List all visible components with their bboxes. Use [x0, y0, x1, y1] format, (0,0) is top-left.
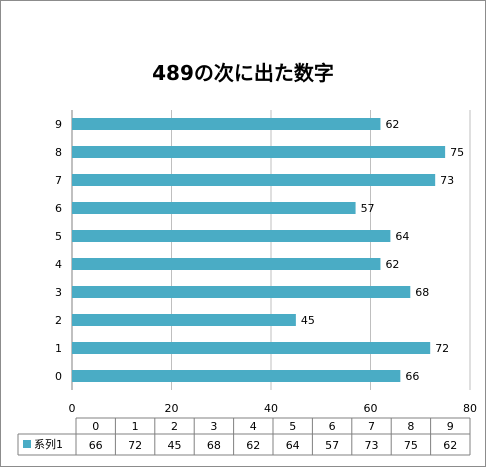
y-tick-label: 7	[55, 174, 62, 187]
y-tick-label: 8	[55, 146, 62, 159]
bar	[72, 146, 446, 158]
chart-title: 489の次に出た数字	[152, 61, 334, 85]
table-header-cell: 2	[171, 420, 178, 433]
data-label: 64	[395, 230, 409, 243]
y-tick-label: 0	[55, 370, 62, 383]
table-value-cell: 45	[168, 439, 182, 452]
table-header-cell: 6	[329, 420, 336, 433]
x-tick-label: 80	[463, 402, 477, 415]
table-value-cell: 66	[89, 439, 103, 452]
data-label: 57	[361, 202, 375, 215]
table-header-cell: 9	[447, 420, 454, 433]
bar	[72, 342, 431, 354]
bar	[72, 314, 296, 326]
table-header-cell: 3	[210, 420, 217, 433]
table-header-cell: 0	[92, 420, 99, 433]
data-labels: 66 72 45 68 62 64 57 73 75 62	[301, 118, 464, 383]
table-value-cell: 62	[443, 439, 457, 452]
data-label: 72	[435, 342, 449, 355]
bar	[72, 202, 356, 214]
y-tick-label: 5	[55, 230, 62, 243]
legend-series-name: 系列1	[34, 437, 63, 451]
y-tick-label: 3	[55, 286, 62, 299]
bar	[72, 174, 436, 186]
bar	[72, 370, 401, 382]
data-label: 45	[301, 314, 315, 327]
data-label: 73	[440, 174, 454, 187]
x-tick-label: 40	[264, 402, 278, 415]
y-tick-label: 2	[55, 314, 62, 327]
bar	[72, 230, 391, 242]
y-tick-label: 9	[55, 118, 62, 131]
table-header-cell: 5	[289, 420, 296, 433]
bars	[72, 118, 446, 382]
table-value-cell: 62	[246, 439, 260, 452]
table-value-cell: 64	[286, 439, 300, 452]
data-label: 68	[415, 286, 429, 299]
bar	[72, 258, 381, 270]
data-label: 62	[385, 118, 399, 131]
table-value-cell: 68	[207, 439, 221, 452]
data-label: 66	[405, 370, 419, 383]
table-value-cell: 75	[404, 439, 418, 452]
x-axis-ticks: 0 20 40 60 80	[69, 402, 478, 415]
legend-key	[23, 440, 31, 448]
x-tick-label: 60	[364, 402, 378, 415]
data-label: 62	[385, 258, 399, 271]
bar	[72, 286, 411, 298]
x-tick-label: 0	[69, 402, 76, 415]
table-value-cell: 57	[325, 439, 339, 452]
table-header-cell: 8	[407, 420, 414, 433]
y-tick-label: 4	[55, 258, 62, 271]
table-value-cell: 73	[365, 439, 379, 452]
y-axis-ticks: 0 1 2 3 4 5 6 7 8 9	[55, 118, 62, 383]
x-tick-label: 20	[165, 402, 179, 415]
y-tick-label: 6	[55, 202, 62, 215]
data-table: 系列1 0 66 1 72 2 45 3 68 4 62 5 64 6 57 7 73 8 75 9 62	[17, 417, 471, 456]
table-header-cell: 7	[368, 420, 375, 433]
table-header-cell: 4	[250, 420, 257, 433]
table-header-cell: 1	[132, 420, 139, 433]
bar	[72, 118, 381, 130]
table-value-cell: 72	[128, 439, 142, 452]
data-label: 75	[450, 146, 464, 159]
y-tick-label: 1	[55, 342, 62, 355]
